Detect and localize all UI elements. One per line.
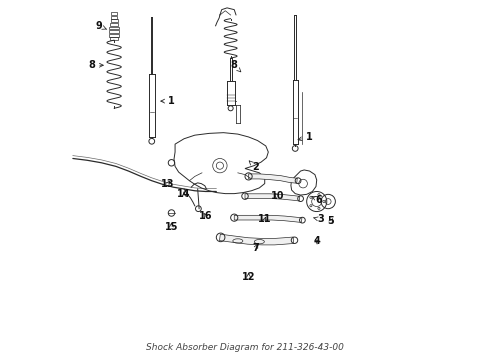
Bar <box>111 16 117 19</box>
Text: 2: 2 <box>249 161 259 172</box>
Text: 11: 11 <box>258 215 271 224</box>
Text: 15: 15 <box>165 222 178 231</box>
Text: 16: 16 <box>199 211 212 221</box>
Text: 5: 5 <box>328 216 335 226</box>
Text: 8: 8 <box>231 60 241 72</box>
Bar <box>111 19 118 22</box>
Text: 1: 1 <box>298 132 313 142</box>
Text: 9: 9 <box>96 21 107 31</box>
Text: 1: 1 <box>161 96 175 106</box>
Text: 8: 8 <box>88 60 103 70</box>
Polygon shape <box>234 215 302 222</box>
Text: 10: 10 <box>270 191 284 201</box>
Polygon shape <box>245 194 300 201</box>
Bar <box>109 34 119 37</box>
Bar <box>109 27 119 30</box>
Bar <box>111 12 117 15</box>
Bar <box>110 23 119 26</box>
Polygon shape <box>248 174 297 183</box>
Polygon shape <box>220 234 294 245</box>
Bar <box>110 37 118 40</box>
Text: 14: 14 <box>177 189 191 199</box>
Text: Shock Absorber Diagram for 211-326-43-00: Shock Absorber Diagram for 211-326-43-00 <box>146 343 344 352</box>
Text: 6: 6 <box>312 195 322 205</box>
Bar <box>109 30 119 33</box>
Text: 13: 13 <box>161 179 174 189</box>
Text: 3: 3 <box>314 215 324 224</box>
Text: 4: 4 <box>313 236 320 246</box>
Text: 7: 7 <box>252 243 259 253</box>
Text: 12: 12 <box>242 272 255 282</box>
